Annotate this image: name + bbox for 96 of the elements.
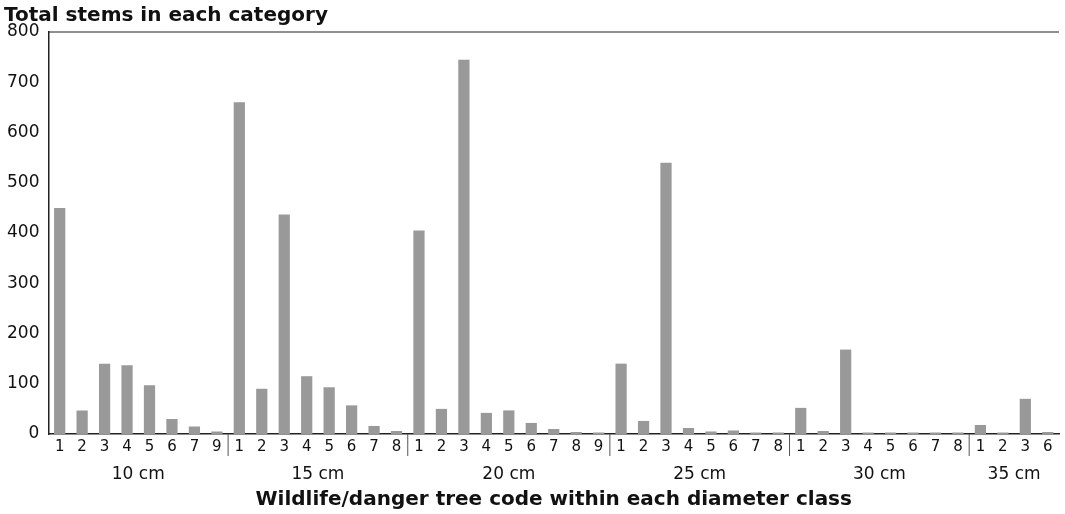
text: 10 cm bbox=[111, 462, 165, 483]
x-tick-label: 5 bbox=[885, 436, 896, 455]
bar bbox=[413, 230, 425, 434]
bar bbox=[458, 59, 470, 434]
bar bbox=[76, 410, 88, 434]
x-tick-label: 1 bbox=[795, 436, 806, 455]
x-tick-label: 8 bbox=[571, 436, 581, 455]
x-tick-label: 3 bbox=[1020, 436, 1031, 455]
bar bbox=[98, 363, 111, 434]
x-tick-label: 4 bbox=[863, 436, 873, 455]
x-tick-label: 7 bbox=[751, 436, 761, 455]
text: 30 cm bbox=[852, 462, 906, 483]
x-tick-label: 2 bbox=[638, 436, 649, 455]
bar bbox=[548, 428, 560, 434]
text: 15 cm bbox=[291, 462, 345, 483]
bar bbox=[1042, 431, 1054, 434]
bar bbox=[727, 430, 739, 434]
x-tick-label: 4 bbox=[301, 436, 312, 455]
x-tick-label: 7 bbox=[548, 436, 559, 455]
x-tick-label: 9 bbox=[593, 436, 604, 455]
bar bbox=[570, 431, 582, 434]
x-tick-label: 8 bbox=[773, 436, 784, 455]
y-tick-label: 400 bbox=[6, 221, 40, 242]
x-tick-label: 1 bbox=[54, 436, 65, 455]
bar bbox=[368, 425, 380, 434]
bar bbox=[503, 410, 515, 434]
x-tick-label: 7 bbox=[369, 436, 379, 455]
x-tick-label: 6 bbox=[728, 436, 739, 455]
text: 20 cm bbox=[482, 462, 536, 483]
y-tick-label: 0 bbox=[28, 422, 40, 443]
bar bbox=[233, 102, 245, 434]
bar bbox=[188, 426, 201, 434]
y-tick-label: 100 bbox=[6, 372, 40, 393]
x-tick-label: 1 bbox=[234, 436, 245, 455]
bar bbox=[278, 214, 290, 434]
x-tick-label: 8 bbox=[391, 436, 402, 455]
x-tick-label: 8 bbox=[953, 436, 963, 455]
x-tick-label: 6 bbox=[908, 436, 918, 455]
y-tick-label: 200 bbox=[6, 321, 40, 342]
x-tick-label: 2 bbox=[998, 436, 1008, 455]
x-tick-label: 4 bbox=[122, 436, 132, 455]
x-tick-label: 5 bbox=[706, 436, 716, 455]
bar bbox=[1019, 398, 1031, 434]
bar bbox=[211, 431, 223, 434]
x-axis-title: Wildlife/danger tree code within each diameter class bbox=[255, 486, 852, 511]
bar bbox=[637, 420, 650, 434]
bar bbox=[323, 387, 335, 434]
bar bbox=[817, 430, 829, 434]
bar bbox=[301, 376, 313, 434]
x-tick-label: 3 bbox=[459, 436, 469, 455]
x-tick-label: 9 bbox=[212, 436, 222, 455]
x-tick-label: 5 bbox=[504, 436, 514, 455]
x-tick-label: 2 bbox=[257, 436, 267, 455]
x-tick-label: 1 bbox=[616, 436, 626, 455]
bar bbox=[705, 431, 717, 434]
x-tick-label: 2 bbox=[436, 436, 447, 455]
x-tick-label: 3 bbox=[661, 436, 671, 455]
bar bbox=[54, 207, 66, 434]
x-tick-label: 2 bbox=[818, 436, 828, 455]
bar bbox=[480, 412, 492, 434]
x-tick-label: 6 bbox=[346, 436, 357, 455]
bar bbox=[143, 385, 156, 434]
x-tick-label: 1 bbox=[414, 436, 424, 455]
x-tick-label: 6 bbox=[167, 436, 177, 455]
bar bbox=[660, 162, 672, 434]
text: 25 cm bbox=[673, 462, 727, 483]
bar bbox=[840, 349, 852, 434]
x-tick-label: 6 bbox=[526, 436, 537, 455]
bar bbox=[346, 405, 358, 434]
text: 35 cm bbox=[987, 462, 1041, 483]
bar bbox=[615, 363, 627, 434]
x-tick-label: 4 bbox=[683, 436, 694, 455]
y-tick-label: 300 bbox=[6, 271, 40, 292]
bar bbox=[435, 408, 448, 434]
y-tick-label: 700 bbox=[6, 70, 40, 91]
x-tick-label: 5 bbox=[324, 436, 334, 455]
y-tick-label: 500 bbox=[6, 171, 40, 192]
bar bbox=[256, 388, 268, 434]
x-tick-label: 7 bbox=[930, 436, 941, 455]
bar bbox=[121, 365, 133, 434]
x-tick-label: 7 bbox=[189, 436, 200, 455]
x-tick-label: 2 bbox=[77, 436, 87, 455]
bar bbox=[166, 418, 178, 434]
x-tick-label: 5 bbox=[144, 436, 155, 455]
bar bbox=[682, 427, 695, 434]
x-tick-label: 3 bbox=[279, 436, 290, 455]
y-tick-label: 600 bbox=[6, 120, 40, 141]
bar bbox=[974, 424, 987, 434]
bar bbox=[795, 407, 807, 434]
bar bbox=[390, 430, 403, 434]
x-tick-label: 6 bbox=[1043, 436, 1053, 455]
x-tick-label: 4 bbox=[481, 436, 492, 455]
x-tick-label: 1 bbox=[975, 436, 986, 455]
x-tick-label: 3 bbox=[840, 436, 851, 455]
bar bbox=[525, 422, 537, 434]
x-tick-label: 3 bbox=[99, 436, 110, 455]
